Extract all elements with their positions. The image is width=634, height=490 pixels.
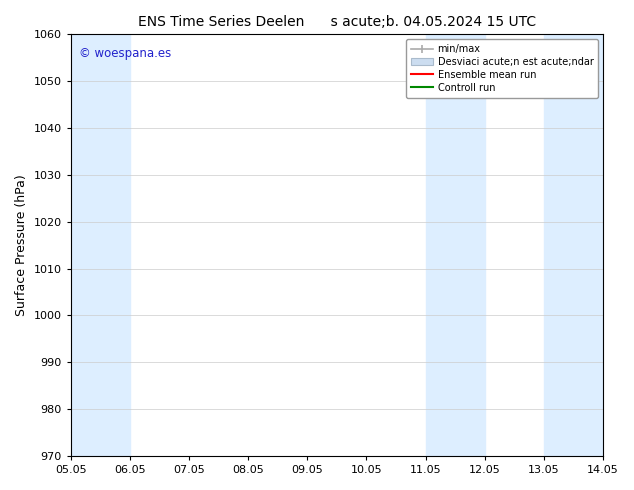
Y-axis label: Surface Pressure (hPa): Surface Pressure (hPa) — [15, 174, 28, 316]
Bar — [544, 34, 603, 456]
Bar — [71, 34, 130, 456]
Text: © woespana.es: © woespana.es — [79, 47, 171, 60]
Title: ENS Time Series Deelen      s acute;b. 04.05.2024 15 UTC: ENS Time Series Deelen s acute;b. 04.05.… — [138, 15, 536, 29]
Legend: min/max, Desviaci acute;n est acute;ndar, Ensemble mean run, Controll run: min/max, Desviaci acute;n est acute;ndar… — [406, 39, 598, 98]
Bar — [425, 34, 485, 456]
